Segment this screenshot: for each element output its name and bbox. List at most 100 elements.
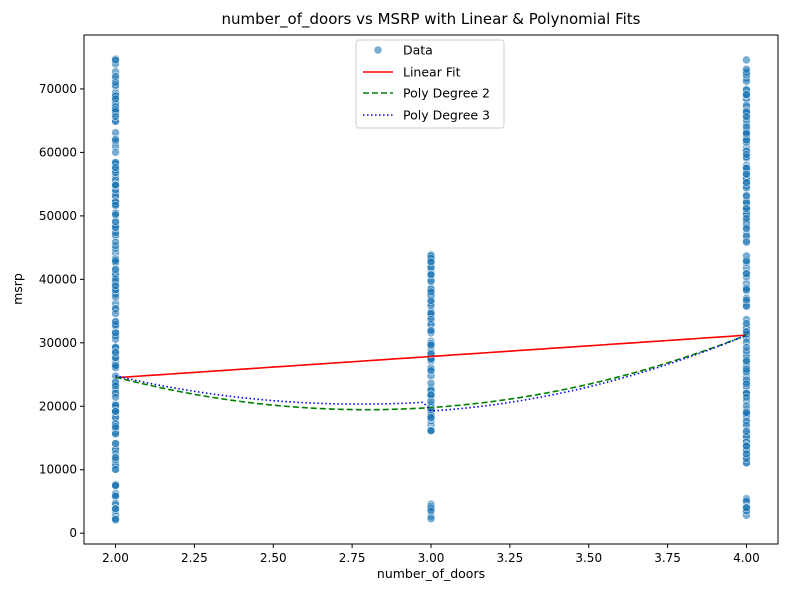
data-point bbox=[742, 269, 751, 278]
data-point bbox=[426, 314, 436, 324]
data-point bbox=[111, 504, 120, 514]
data-point bbox=[111, 72, 120, 81]
data-point bbox=[742, 364, 751, 374]
data-point bbox=[111, 361, 120, 370]
data-point bbox=[111, 492, 120, 501]
data-point bbox=[742, 356, 751, 365]
data-point bbox=[742, 169, 751, 179]
linear-fit-line bbox=[115, 334, 747, 379]
data-point bbox=[742, 129, 751, 138]
y-tick-label: 60000 bbox=[39, 145, 77, 159]
data-point bbox=[426, 326, 436, 336]
data-point bbox=[742, 55, 751, 65]
data-point bbox=[111, 94, 120, 104]
data-point bbox=[111, 422, 120, 431]
data-point bbox=[111, 481, 120, 490]
y-tick-label: 40000 bbox=[39, 272, 77, 286]
data-point bbox=[742, 379, 751, 389]
data-point bbox=[111, 292, 120, 302]
data-point bbox=[111, 256, 120, 265]
poly-degree-3-line bbox=[115, 334, 747, 412]
y-tick-label: 0 bbox=[69, 526, 77, 540]
data-point bbox=[111, 163, 120, 172]
data-point bbox=[111, 281, 120, 290]
data-point bbox=[742, 408, 751, 417]
x-tick-label: 3.75 bbox=[654, 551, 681, 565]
legend: Data Linear Fit Poly Degree 2 Poly Degre… bbox=[355, 39, 505, 129]
x-tick-label: 3.50 bbox=[575, 551, 602, 565]
data-point bbox=[742, 295, 751, 305]
data-point bbox=[111, 237, 120, 247]
data-point bbox=[111, 392, 120, 402]
y-axis-label: msrp bbox=[10, 273, 25, 305]
data-point bbox=[111, 317, 120, 326]
data-point bbox=[426, 506, 436, 516]
data-point bbox=[742, 224, 751, 234]
data-point bbox=[742, 441, 751, 451]
plot-area bbox=[111, 54, 751, 525]
x-tick-label: 2.00 bbox=[102, 551, 129, 565]
data-point bbox=[742, 214, 751, 223]
data-point bbox=[742, 90, 751, 99]
data-point bbox=[426, 390, 436, 400]
y-tick-label: 10000 bbox=[39, 463, 77, 477]
legend-label-linear: Linear Fit bbox=[403, 65, 461, 80]
x-axis-label: number_of_doors bbox=[377, 566, 485, 581]
data-point bbox=[111, 439, 120, 448]
data-point bbox=[742, 112, 751, 121]
data-point bbox=[742, 319, 751, 328]
data-point bbox=[426, 340, 436, 350]
data-point bbox=[111, 148, 120, 157]
y-tick-label: 70000 bbox=[39, 82, 77, 96]
y-tick-label: 50000 bbox=[39, 209, 77, 223]
legend-label-data: Data bbox=[403, 43, 433, 58]
data-point bbox=[111, 453, 120, 463]
data-point bbox=[426, 287, 436, 297]
data-point bbox=[742, 150, 751, 159]
y-tick-label: 20000 bbox=[39, 399, 77, 413]
data-point bbox=[111, 465, 120, 474]
data-point bbox=[111, 407, 120, 416]
data-point bbox=[111, 514, 120, 524]
data-point bbox=[742, 256, 751, 266]
data-point bbox=[742, 178, 751, 187]
data-point bbox=[111, 328, 120, 338]
data-point bbox=[742, 65, 751, 74]
y-tick-label: 30000 bbox=[39, 336, 77, 350]
data-point bbox=[111, 112, 120, 121]
legend-marker-data bbox=[373, 45, 383, 55]
data-point bbox=[742, 191, 751, 201]
data-point bbox=[426, 413, 436, 422]
data-point bbox=[742, 449, 751, 459]
data-point bbox=[111, 429, 120, 439]
data-point bbox=[426, 257, 436, 267]
data-point bbox=[742, 327, 751, 336]
data-point bbox=[426, 514, 436, 523]
chart-title: number_of_doors vs MSRP with Linear & Po… bbox=[222, 10, 641, 29]
data-point bbox=[742, 237, 751, 247]
legend-label-poly3: Poly Degree 3 bbox=[403, 108, 490, 123]
data-point bbox=[111, 348, 120, 357]
data-point bbox=[742, 343, 751, 352]
poly-degree-2-line bbox=[115, 334, 747, 411]
data-point bbox=[426, 426, 436, 435]
data-point bbox=[742, 204, 751, 213]
legend-frame bbox=[355, 39, 505, 129]
x-tick-label: 2.50 bbox=[260, 551, 287, 565]
x-tick-label: 3.25 bbox=[497, 551, 524, 565]
x-axis: 2.00 2.25 2.50 2.75 3.00 3.25 3.50 3.75 4.00 bbox=[102, 544, 760, 565]
data-point bbox=[742, 426, 751, 436]
data-point bbox=[111, 309, 120, 318]
data-point bbox=[111, 55, 120, 65]
data-point bbox=[111, 200, 120, 210]
x-tick-label: 2.75 bbox=[339, 551, 366, 565]
data-point bbox=[426, 366, 436, 376]
data-point bbox=[742, 392, 751, 402]
x-tick-label: 2.25 bbox=[181, 551, 208, 565]
y-axis: 0 10000 20000 30000 40000 50000 60000 70000 bbox=[39, 82, 84, 540]
data-point bbox=[742, 503, 751, 513]
data-point bbox=[111, 135, 120, 144]
data-point bbox=[742, 285, 751, 294]
data-point bbox=[426, 270, 436, 280]
